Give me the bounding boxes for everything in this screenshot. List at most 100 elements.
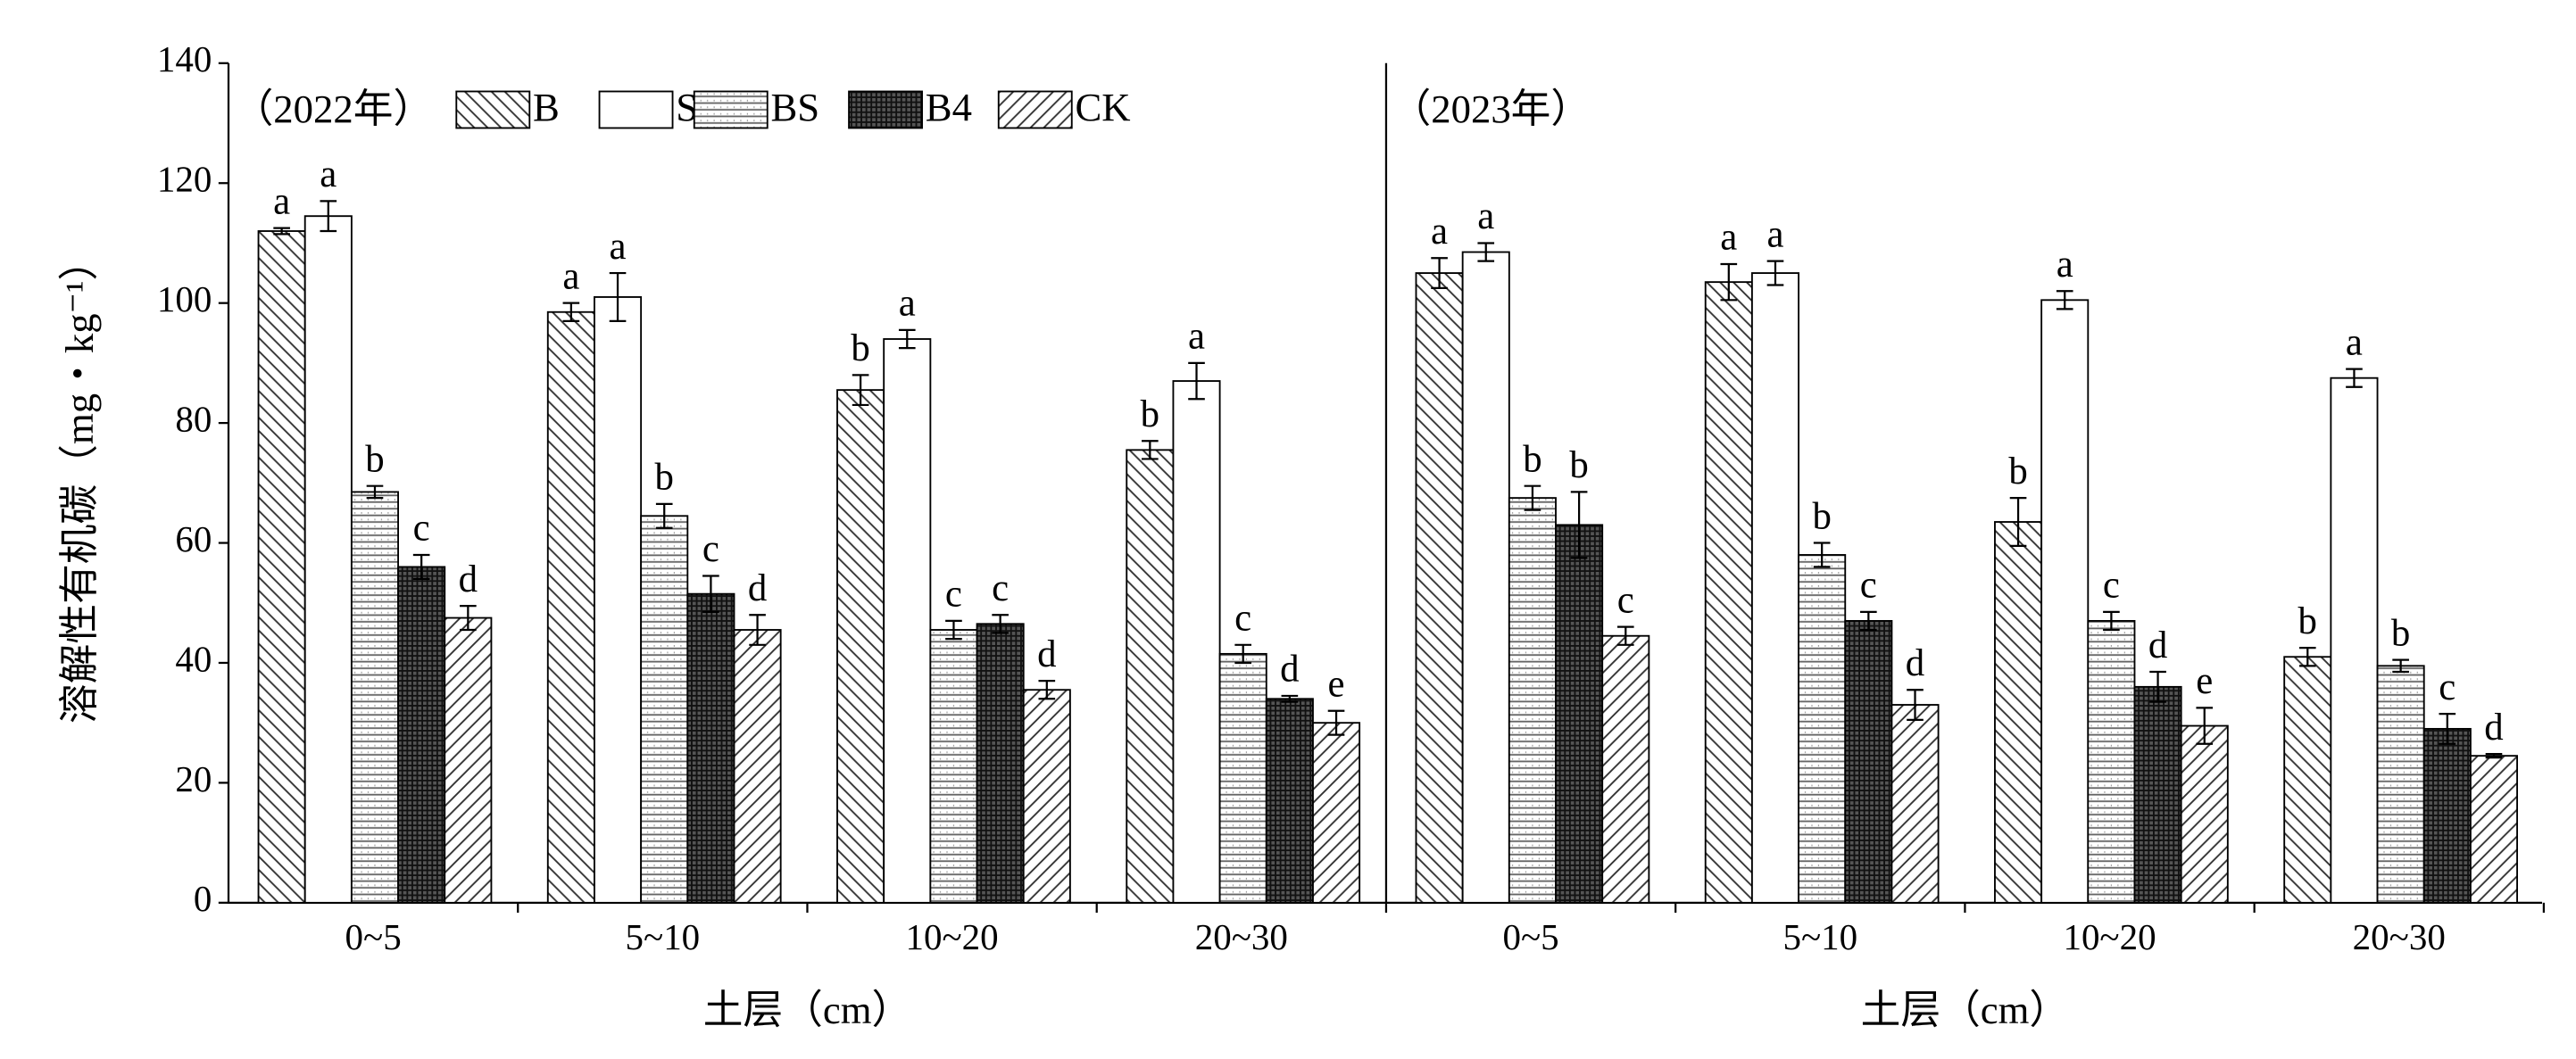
panel-title: （2023年）: [1392, 87, 1591, 131]
bar: [1798, 554, 1847, 904]
bar: [686, 592, 735, 904]
significance-letter: a: [562, 255, 579, 297]
bar: [2469, 755, 2519, 904]
significance-letter: b: [365, 438, 384, 480]
error-bar: [1720, 262, 1738, 302]
significance-letter: d: [2148, 625, 2167, 666]
error-bar: [1524, 484, 1541, 511]
significance-letter: b: [1569, 444, 1588, 486]
bar: [303, 215, 353, 904]
significance-letter: e: [1328, 663, 1345, 705]
error-bar: [366, 484, 384, 500]
error-bar: [749, 614, 766, 646]
bar: [1312, 722, 1361, 904]
bar: [594, 296, 643, 904]
error-bar: [2392, 658, 2409, 674]
y-tick-label: 140: [157, 38, 212, 79]
y-tick-label: 60: [175, 518, 212, 559]
significance-letter: a: [1477, 195, 1494, 237]
legend-label: CK: [1075, 85, 1130, 129]
legend-swatch: [848, 90, 923, 129]
bar: [546, 310, 595, 904]
bar: [1994, 521, 2043, 904]
error-bar: [1907, 689, 1924, 721]
bar: [2330, 376, 2379, 904]
x-tick-label: 10~20: [2063, 916, 2156, 957]
error-bar: [2346, 368, 2363, 388]
bar: [1704, 281, 1753, 904]
error-bar: [1188, 361, 1205, 401]
significance-letter: a: [610, 226, 627, 268]
error-bar: [945, 619, 962, 641]
panel-title: （2022年）: [234, 87, 434, 131]
legend-label: B: [533, 85, 560, 129]
significance-letter: c: [945, 574, 962, 616]
legend-swatch: [693, 90, 769, 129]
error-bar: [1570, 491, 1588, 559]
significance-letter: d: [1906, 642, 1924, 684]
x-tick-label: 20~30: [1195, 916, 1288, 957]
bar: [1415, 272, 1464, 904]
y-tick-label: 120: [157, 159, 212, 200]
error-bar: [609, 271, 627, 322]
bar: [2133, 685, 2182, 904]
bar: [1461, 251, 1510, 904]
significance-letter: a: [2346, 321, 2363, 363]
legend-label: B4: [926, 85, 972, 129]
y-axis-label: 溶解性有机碳（mg・kg⁻¹）: [57, 241, 102, 724]
bar: [257, 230, 306, 904]
x-axis-label: 土层（cm）: [703, 988, 912, 1032]
significance-letter: d: [1037, 633, 1056, 675]
bar: [1265, 698, 1314, 904]
error-bar: [2196, 707, 2214, 745]
bar: [350, 491, 400, 904]
bar: [929, 629, 978, 904]
significance-letter: b: [851, 327, 869, 369]
bar: [1844, 619, 1893, 904]
error-bar: [1431, 257, 1448, 289]
x-tick-label: 5~10: [1782, 916, 1857, 957]
error-bar: [273, 227, 290, 236]
error-bar: [852, 374, 869, 407]
y-tick-label: 80: [175, 399, 212, 440]
significance-letter: c: [1234, 598, 1251, 640]
error-bar: [1038, 680, 1056, 700]
plot: 0 20 40 60 80 100 120 140 溶解性有机碳（mg・kg⁻¹） （2022年）…: [57, 38, 2546, 1032]
significance-letter: a: [1188, 316, 1205, 358]
significance-letter: c: [992, 567, 1009, 609]
legend-swatch: [598, 90, 674, 129]
bar: [1218, 652, 1267, 904]
error-bar: [2149, 670, 2166, 703]
bar: [2040, 299, 2090, 904]
significance-letter: a: [1720, 217, 1737, 259]
bar: [1022, 689, 1071, 904]
error-bar: [1142, 440, 1159, 460]
significance-letter: c: [2439, 666, 2456, 708]
significance-letter: a: [2057, 244, 2073, 285]
significance-letter: d: [459, 558, 478, 600]
significance-letter: d: [1280, 649, 1299, 691]
error-bar: [460, 604, 477, 632]
bar: [2422, 727, 2472, 904]
significance-letter: a: [1431, 211, 1448, 252]
error-bar: [992, 614, 1009, 634]
significance-letter: c: [702, 528, 719, 570]
error-bar: [562, 302, 580, 322]
bar: [2283, 656, 2332, 904]
bar: [883, 338, 932, 904]
error-bar: [2009, 497, 2027, 548]
legend-label: BS: [770, 85, 819, 129]
significance-letter: a: [1766, 213, 1783, 255]
y-tick-label: 0: [194, 878, 212, 919]
significance-letter: b: [655, 457, 674, 499]
significance-letter: d: [748, 567, 767, 609]
error-bar: [2298, 647, 2316, 667]
error-bar: [1477, 242, 1495, 262]
bar: [1601, 634, 1650, 904]
significance-letter: b: [1812, 495, 1831, 537]
error-bar: [1766, 260, 1784, 286]
error-bar: [320, 200, 337, 233]
error-bar: [1860, 610, 1877, 632]
error-bar: [1616, 625, 1634, 646]
error-bar: [412, 553, 430, 580]
